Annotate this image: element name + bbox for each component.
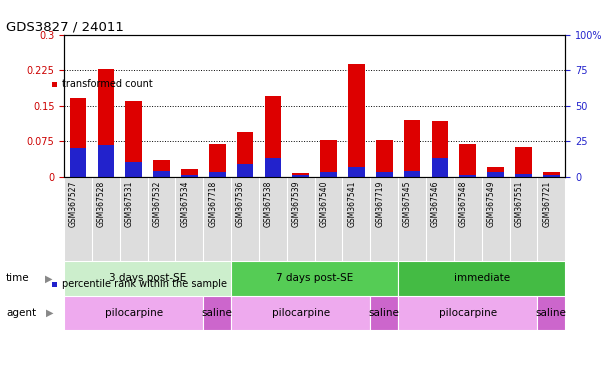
Bar <box>543 175 560 177</box>
Text: ▶: ▶ <box>45 273 52 283</box>
Text: GSM367532: GSM367532 <box>153 181 161 227</box>
Bar <box>376 140 393 177</box>
Text: GSM367545: GSM367545 <box>403 181 412 227</box>
Text: GSM367538: GSM367538 <box>264 181 273 227</box>
Text: saline: saline <box>202 308 233 318</box>
Bar <box>398 261 565 296</box>
Text: GSM367540: GSM367540 <box>320 181 329 227</box>
Text: ▶: ▶ <box>46 308 53 318</box>
Bar <box>98 69 114 177</box>
Bar <box>70 98 86 177</box>
Text: GSM367531: GSM367531 <box>125 181 134 227</box>
Text: agent: agent <box>6 308 36 318</box>
Bar <box>181 175 198 177</box>
Text: GSM367718: GSM367718 <box>208 181 218 227</box>
Bar <box>487 172 504 177</box>
Bar <box>236 132 254 177</box>
Bar <box>181 169 198 177</box>
Bar <box>537 296 565 330</box>
Text: percentile rank within the sample: percentile rank within the sample <box>62 279 227 289</box>
Bar <box>125 162 142 177</box>
Text: 3 days post-SE: 3 days post-SE <box>109 273 186 283</box>
Text: GSM367527: GSM367527 <box>69 181 78 227</box>
Text: GSM367548: GSM367548 <box>459 181 468 227</box>
Bar <box>236 164 254 177</box>
Text: immediate: immediate <box>453 273 510 283</box>
Text: pilocarpine: pilocarpine <box>104 308 163 318</box>
Bar <box>459 175 476 177</box>
Bar <box>459 144 476 177</box>
Bar <box>125 101 142 177</box>
Text: GSM367719: GSM367719 <box>375 181 384 227</box>
Bar <box>153 160 170 177</box>
Text: 7 days post-SE: 7 days post-SE <box>276 273 353 283</box>
Bar <box>487 167 504 177</box>
Text: GSM367541: GSM367541 <box>348 181 356 227</box>
Bar <box>431 158 448 177</box>
Bar <box>293 173 309 177</box>
Text: saline: saline <box>369 308 400 318</box>
Bar <box>376 172 393 177</box>
Text: GSM367549: GSM367549 <box>486 181 496 227</box>
Bar <box>64 296 203 330</box>
Text: time: time <box>6 273 30 283</box>
Bar <box>370 296 398 330</box>
Bar <box>320 172 337 177</box>
Bar <box>70 148 86 177</box>
Text: pilocarpine: pilocarpine <box>439 308 497 318</box>
Text: GSM367551: GSM367551 <box>514 181 524 227</box>
Text: saline: saline <box>536 308 566 318</box>
Text: GSM367539: GSM367539 <box>291 181 301 227</box>
Text: GSM367528: GSM367528 <box>97 181 106 227</box>
Bar <box>515 147 532 177</box>
Bar <box>543 172 560 177</box>
Text: GSM367546: GSM367546 <box>431 181 440 227</box>
Bar <box>98 146 114 177</box>
Bar <box>348 64 365 177</box>
Bar <box>348 167 365 177</box>
Text: GSM367534: GSM367534 <box>180 181 189 227</box>
Bar <box>265 96 281 177</box>
Bar <box>64 261 231 296</box>
Text: GSM367536: GSM367536 <box>236 181 245 227</box>
Bar <box>320 140 337 177</box>
Bar <box>515 174 532 177</box>
Bar <box>404 120 420 177</box>
Text: GDS3827 / 24011: GDS3827 / 24011 <box>6 20 124 33</box>
Bar <box>209 172 225 177</box>
Bar <box>153 171 170 177</box>
Text: transformed count: transformed count <box>62 79 153 89</box>
Bar <box>265 158 281 177</box>
Bar <box>404 171 420 177</box>
Bar <box>203 296 231 330</box>
Text: pilocarpine: pilocarpine <box>272 308 330 318</box>
Text: GSM367721: GSM367721 <box>542 181 551 227</box>
Bar <box>231 261 398 296</box>
Bar <box>209 144 225 177</box>
Bar <box>231 296 370 330</box>
Bar <box>398 296 537 330</box>
Bar <box>431 121 448 177</box>
Bar <box>293 175 309 177</box>
